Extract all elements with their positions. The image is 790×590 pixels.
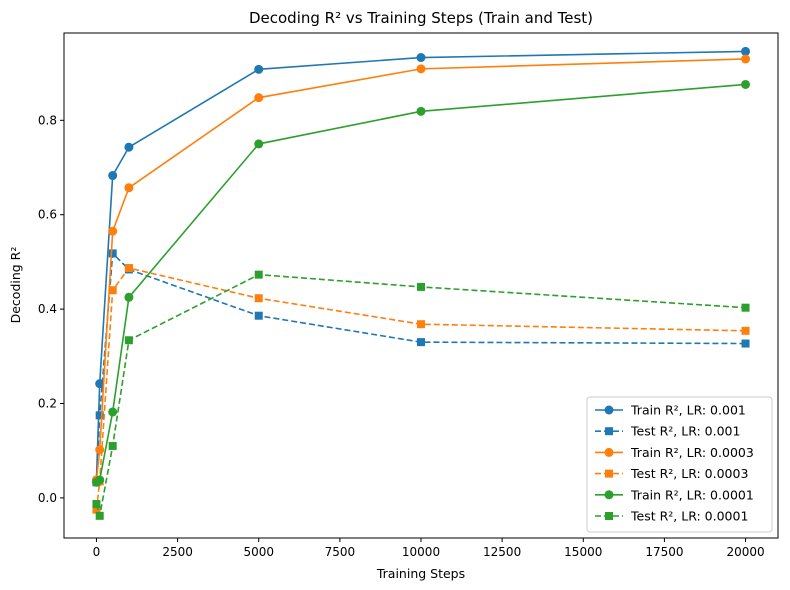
data-point (741, 326, 750, 335)
legend-label: Test R², LR: 0.001 (630, 424, 740, 439)
legend-label: Train R², LR: 0.001 (630, 403, 746, 418)
data-point (95, 511, 104, 520)
data-point (108, 286, 117, 295)
data-point (92, 500, 101, 509)
data-point (108, 249, 117, 258)
data-point (741, 54, 751, 64)
data-point (417, 320, 425, 329)
data-point (254, 64, 264, 74)
chart-title: Decoding R² vs Training Steps (Train and… (249, 9, 593, 27)
series-layer (91, 46, 751, 520)
series-5 (92, 270, 750, 520)
legend-box (586, 396, 773, 533)
data-point (741, 46, 751, 56)
data-point (741, 79, 751, 89)
data-point (254, 270, 263, 279)
data-point (124, 142, 134, 152)
legend-item: Train R², LR: 0.001 (595, 403, 746, 418)
data-point (95, 411, 104, 420)
x-axis-label: Training Steps (376, 566, 465, 581)
y-axis-label: Decoding R² (8, 247, 23, 324)
x-tick-label: 7500 (325, 545, 356, 559)
legend-item: Test R², LR: 0.001 (595, 424, 740, 439)
x-tick-label: 0 (93, 545, 101, 559)
data-point (108, 407, 118, 417)
legend-label: Test R², LR: 0.0001 (630, 509, 748, 524)
data-point (417, 338, 425, 347)
x-tick-label: 17500 (645, 545, 683, 559)
legend-marker (604, 405, 614, 415)
legend-marker (604, 490, 614, 500)
data-point (254, 93, 264, 103)
legend-item: Train R², LR: 0.0001 (595, 487, 754, 502)
legend-marker (605, 427, 613, 436)
x-axis: 0 2500 5000 7500 10000 12500 15000 17500 20000 (93, 538, 765, 559)
x-tick-label: 12500 (483, 545, 521, 559)
legend-item: Train R², LR: 0.0003 (595, 445, 754, 460)
legend-item: Test R², LR: 0.0001 (595, 509, 748, 524)
legend: Train R², LR: 0.001 Test R², LR: 0.001 Tra… (586, 396, 773, 533)
data-point (254, 311, 263, 320)
data-point (254, 294, 263, 303)
data-point (108, 171, 118, 181)
y-tick-label: 0.8 (38, 113, 57, 127)
legend-marker (605, 469, 613, 478)
data-point (124, 264, 133, 273)
y-tick-label: 0.4 (38, 302, 57, 316)
legend-marker (605, 512, 613, 520)
data-point (741, 339, 750, 348)
data-point (108, 226, 118, 236)
x-tick-label: 20000 (726, 545, 764, 559)
data-point (124, 292, 134, 302)
legend-label: Test R², LR: 0.0003 (630, 466, 748, 481)
data-point (254, 139, 264, 149)
data-point (741, 303, 750, 312)
data-point (416, 53, 426, 63)
data-point (416, 106, 426, 116)
x-tick-label: 10000 (402, 545, 440, 559)
data-point (92, 505, 101, 514)
y-axis: 0.0 0.2 0.4 0.6 0.8 (38, 113, 64, 505)
data-point (124, 336, 133, 345)
legend-marker (604, 447, 614, 457)
data-point (417, 282, 425, 291)
data-point (108, 441, 117, 450)
legend-label: Train R², LR: 0.0003 (630, 445, 754, 460)
legend-item: Test R², LR: 0.0003 (595, 466, 748, 481)
x-tick-label: 5000 (243, 545, 274, 559)
y-tick-label: 0.6 (38, 208, 57, 222)
x-tick-label: 15000 (564, 545, 602, 559)
y-tick-label: 0.0 (38, 491, 57, 505)
data-point (95, 475, 105, 485)
data-point (124, 183, 134, 193)
x-tick-label: 2500 (162, 545, 193, 559)
legend-label: Train R², LR: 0.0001 (630, 487, 754, 502)
y-tick-label: 0.2 (38, 396, 57, 410)
data-point (416, 64, 426, 74)
series-4 (91, 79, 751, 487)
